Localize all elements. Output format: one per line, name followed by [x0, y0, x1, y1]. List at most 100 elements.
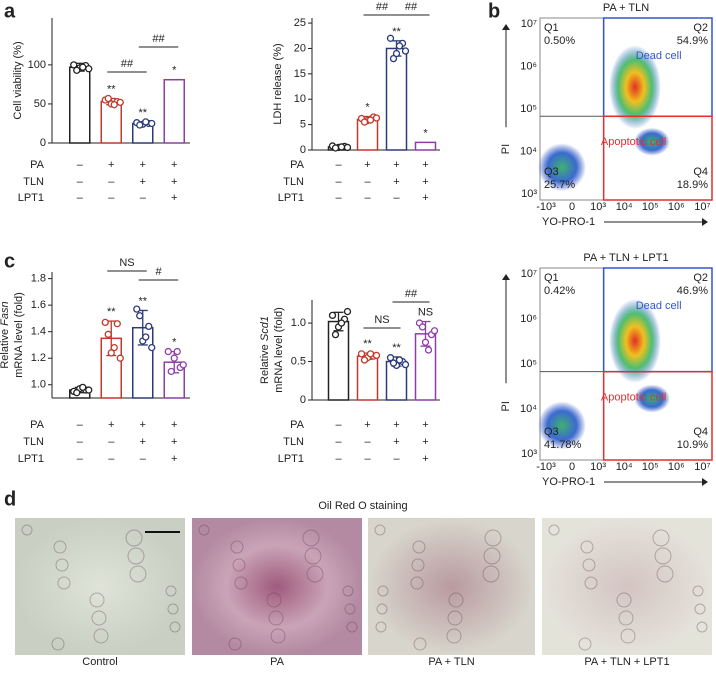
data-point	[104, 330, 112, 338]
data-point	[430, 327, 439, 335]
treatment-sign: –	[108, 192, 115, 204]
data-point	[79, 383, 87, 392]
treatment-sign: –	[77, 419, 84, 431]
apoptotic-gate	[602, 370, 713, 461]
treatment-sign: +	[422, 192, 428, 204]
cell-texture	[342, 585, 354, 597]
cell-texture	[165, 585, 177, 597]
data-point	[331, 144, 340, 152]
data-point	[85, 386, 93, 394]
data-point	[337, 319, 346, 327]
gate-label: Dead cell	[636, 300, 682, 312]
treatment-sign: +	[393, 419, 399, 431]
cell-texture	[306, 565, 324, 583]
treatment-sign: –	[108, 436, 115, 448]
treatment-sign: –	[108, 176, 115, 188]
quadrant-percent: 18.9%	[677, 179, 708, 191]
density-cloud	[538, 401, 586, 450]
y-tick-label: 10⁴	[520, 145, 537, 157]
flow-title: PA + TLN + LPT1	[583, 252, 668, 264]
y-tick-label: 1.4	[31, 326, 46, 338]
data-point	[73, 66, 81, 74]
treatment-sign: –	[393, 192, 400, 204]
y-tick-label: 1.6	[31, 299, 46, 311]
treatment-sign: +	[422, 453, 428, 465]
cell-texture	[21, 524, 33, 536]
cell-texture	[91, 610, 107, 626]
cell-texture	[57, 576, 71, 590]
cell-texture	[89, 592, 105, 608]
bar	[163, 78, 185, 144]
x-axis-label: YO-PRO-1	[542, 216, 595, 228]
comparison-label: NS	[374, 314, 389, 326]
cell-texture	[652, 529, 670, 547]
cell-texture	[53, 540, 67, 554]
cell-texture	[125, 529, 143, 547]
significance-marker: **	[392, 26, 401, 38]
treatment-sign: +	[393, 159, 399, 171]
quadrant-label: Q3 25.7%	[544, 166, 575, 191]
data-point	[395, 356, 404, 364]
cell-texture	[482, 565, 500, 583]
treatment-sign: –	[364, 192, 371, 204]
y-axis-label-part: Relative	[0, 329, 11, 369]
x-tick-label: 10⁵	[642, 201, 659, 213]
treatment-sign: +	[364, 419, 370, 431]
treatment-sign: –	[77, 453, 84, 465]
quadrant-label: Q4 10.9%	[677, 426, 708, 451]
cell-texture	[228, 637, 242, 651]
significance-marker: **	[392, 342, 401, 354]
cell-texture	[127, 547, 145, 565]
significance-marker: **	[363, 338, 372, 350]
cell-texture	[374, 524, 386, 536]
x-axis-label: YO-PRO-1	[542, 476, 595, 488]
x-tick-label: 10⁵	[642, 461, 659, 473]
data-point	[173, 347, 181, 356]
cell-texture	[51, 637, 65, 651]
density-cloud	[634, 127, 670, 156]
panel-letter: c	[4, 250, 15, 272]
quadrant-percent: 54.9%	[677, 35, 708, 47]
data-point	[328, 311, 337, 320]
data-point	[148, 119, 156, 128]
cell-texture	[230, 540, 244, 554]
panel-letter: a	[4, 0, 16, 22]
cell-texture	[232, 558, 246, 572]
cell-texture	[484, 529, 502, 547]
data-point	[110, 343, 118, 352]
quadrant-name: Q2	[693, 272, 708, 284]
data-point	[148, 343, 156, 352]
treatment-sign: +	[171, 192, 177, 204]
quadrant-label: Q2 46.9%	[677, 272, 708, 297]
gene-name: Fasn	[0, 301, 11, 325]
cell-texture	[447, 610, 463, 626]
y-tick-label: 15	[294, 68, 306, 80]
cell-texture	[302, 529, 320, 547]
data-point	[142, 118, 150, 126]
treatment-sign: –	[335, 192, 342, 204]
cell-texture	[584, 576, 598, 590]
cell-texture	[616, 592, 632, 608]
treatment-sign: –	[140, 453, 147, 465]
significance-marker: *	[423, 127, 428, 139]
quadrant-percent: 10.9%	[677, 439, 708, 451]
cell-texture	[656, 565, 674, 583]
data-point	[372, 351, 381, 360]
bar	[356, 355, 379, 401]
cell-texture	[169, 621, 181, 633]
y-tick-label: 10	[294, 93, 306, 105]
cell-texture	[410, 576, 424, 590]
treatment-sign: +	[171, 176, 177, 188]
treatment-sign: +	[422, 176, 428, 188]
treatment-sign: –	[108, 453, 115, 465]
gate-label: Apoptotic cell	[601, 136, 666, 148]
bar	[385, 47, 408, 151]
data-point	[79, 63, 87, 71]
y-axis-label-line: mRNA level (fold)	[273, 307, 285, 393]
treatment-sign: +	[171, 159, 177, 171]
treatment-label: PA	[290, 159, 305, 171]
density-cloud	[609, 298, 661, 383]
treatment-sign: +	[140, 436, 146, 448]
data-point	[136, 121, 144, 129]
cell-texture	[377, 585, 389, 597]
